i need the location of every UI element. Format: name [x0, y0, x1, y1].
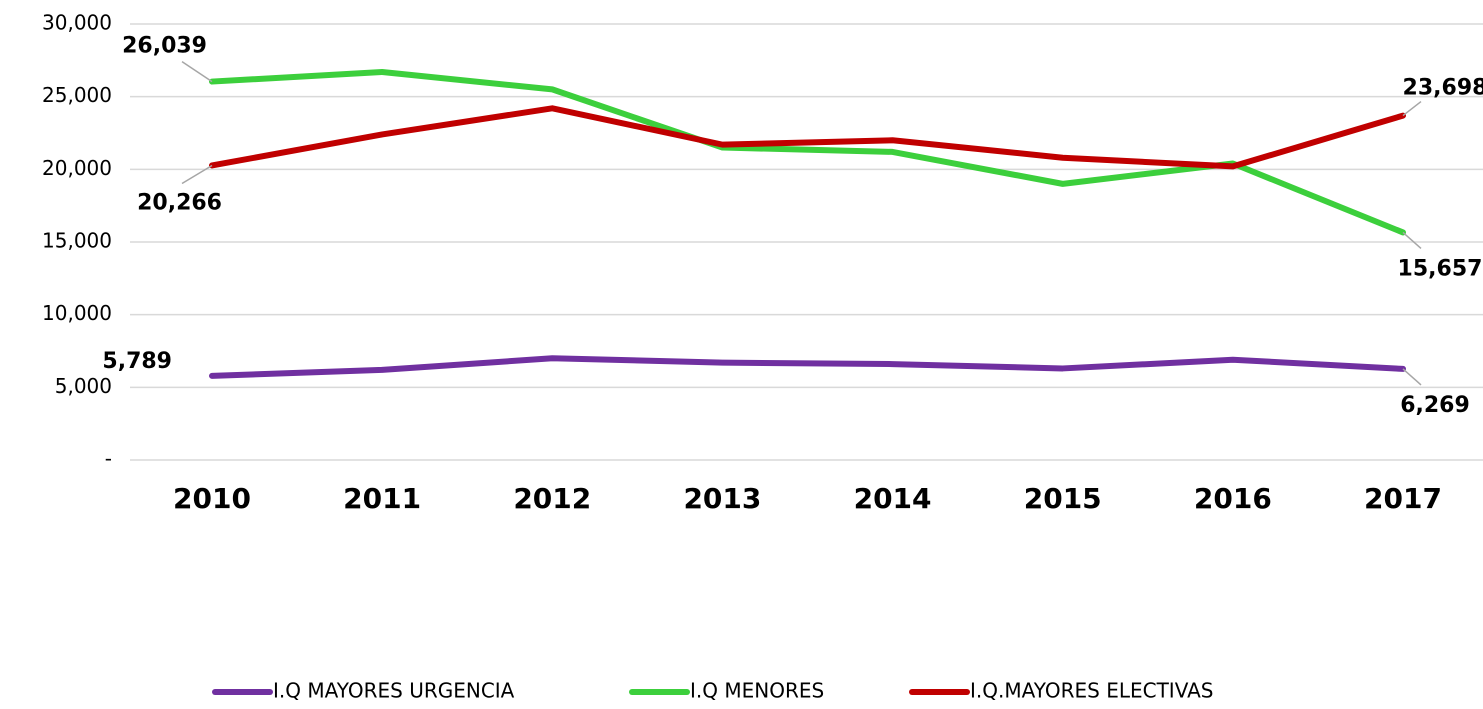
data-label: 15,657 — [1398, 256, 1483, 281]
y-tick-label: 10,000 — [42, 301, 112, 325]
data-label: 23,698 — [1403, 76, 1483, 101]
y-tick-label: 20,000 — [42, 156, 112, 180]
x-tick-label: 2016 — [1194, 482, 1272, 515]
x-tick-label: 2011 — [343, 482, 421, 515]
legend-label: I.Q MENORES — [690, 679, 824, 703]
data-label: 5,789 — [102, 349, 172, 374]
leader-line — [1402, 231, 1422, 250]
x-tick-label: 2014 — [854, 482, 932, 515]
data-label: 26,039 — [122, 34, 207, 59]
y-tick-label: 15,000 — [42, 229, 112, 253]
series-line — [209, 355, 1406, 379]
x-tick-label: 2013 — [683, 482, 761, 515]
y-tick-label: - — [105, 447, 112, 471]
x-tick-label: 2017 — [1364, 482, 1442, 515]
leader-line — [181, 60, 213, 83]
x-tick-label: 2015 — [1024, 482, 1102, 515]
series-line — [209, 105, 1406, 170]
leader-line — [1402, 100, 1422, 117]
legend-label: I.Q MAYORES URGENCIA — [273, 679, 515, 703]
data-label: 6,269 — [1400, 393, 1470, 418]
x-tick-label: 2010 — [173, 482, 251, 515]
x-tick-label: 2012 — [513, 482, 591, 515]
data-label: 20,266 — [137, 190, 222, 215]
y-tick-label: 5,000 — [55, 374, 112, 398]
legend-label: I.Q.MAYORES ELECTIVAS — [970, 679, 1213, 703]
y-tick-label: 25,000 — [42, 83, 112, 107]
y-tick-label: 30,000 — [42, 11, 112, 35]
leader-line — [1402, 368, 1422, 386]
leader-line — [181, 164, 213, 185]
